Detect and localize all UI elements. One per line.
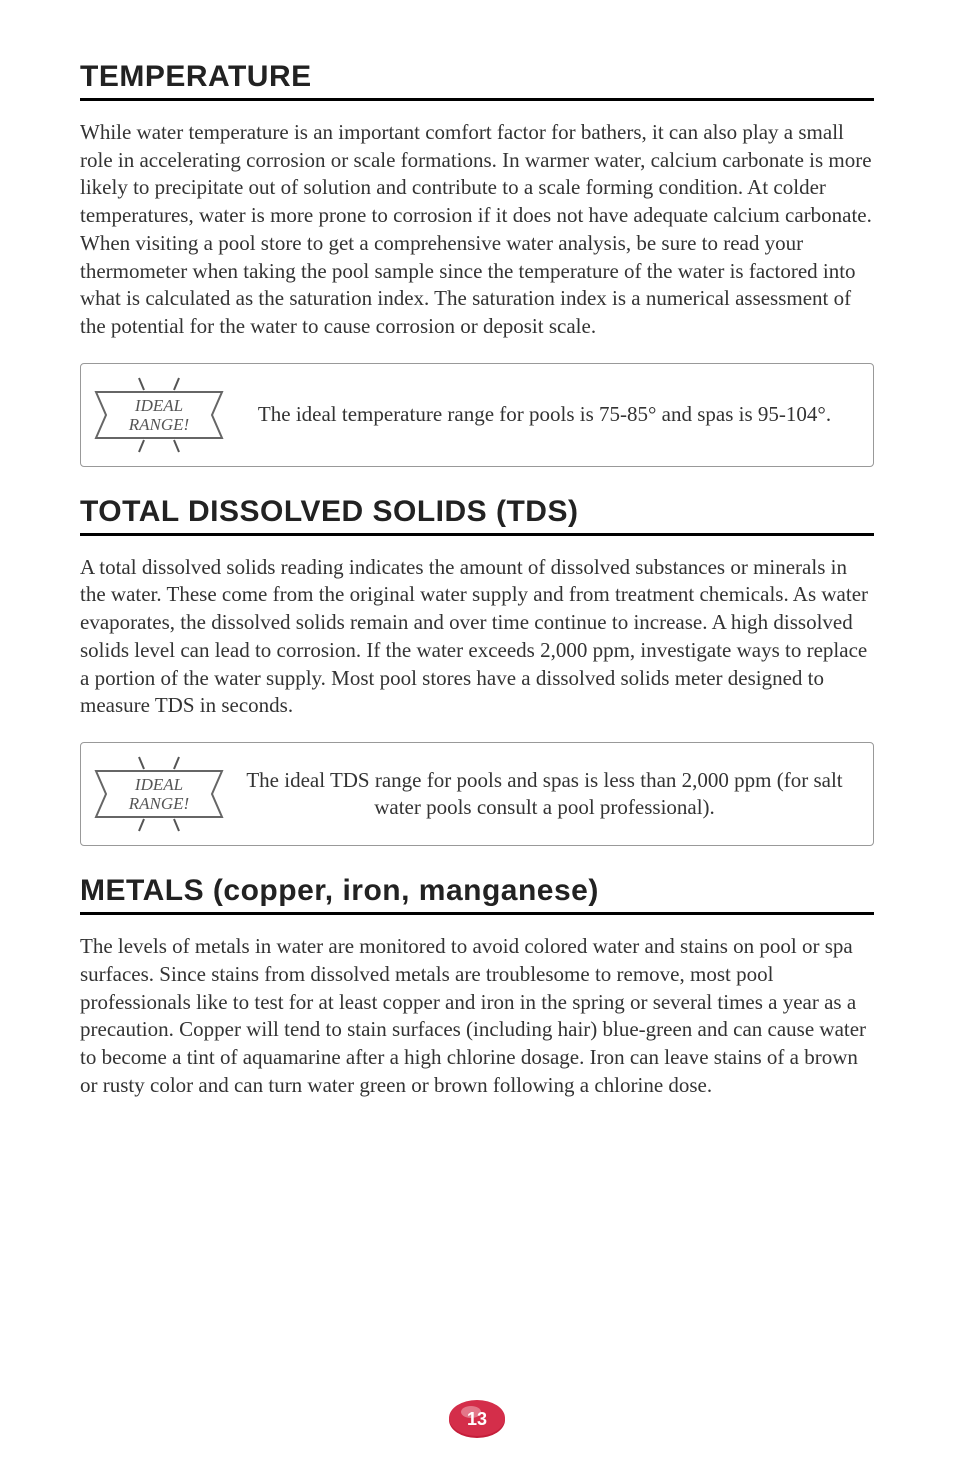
svg-text:RANGE!: RANGE! <box>127 794 188 813</box>
ideal-range-badge-icon: IDEAL RANGE! <box>81 743 236 845</box>
callout-text-tds: The ideal TDS range for pools and spas i… <box>236 757 853 832</box>
page-number-badge: 13 <box>445 1392 509 1445</box>
heading-metals: METALS (copper, iron, manganese) <box>80 874 874 915</box>
heading-tds: TOTAL DISSOLVED SOLIDS (TDS) <box>80 495 874 536</box>
body-temperature: While water temperature is an important … <box>80 119 874 341</box>
ideal-range-badge-icon: IDEAL RANGE! <box>81 364 236 466</box>
svg-text:13: 13 <box>467 1409 487 1429</box>
svg-text:IDEAL: IDEAL <box>133 396 182 415</box>
callout-temperature: IDEAL RANGE! The ideal temperature range… <box>80 363 874 467</box>
svg-text:IDEAL: IDEAL <box>133 775 182 794</box>
body-tds: A total dissolved solids reading indicat… <box>80 554 874 720</box>
body-metals: The levels of metals in water are monito… <box>80 933 874 1099</box>
callout-text-temperature: The ideal temperature range for pools is… <box>236 391 853 438</box>
svg-text:RANGE!: RANGE! <box>127 415 188 434</box>
heading-temperature: TEMPERATURE <box>80 60 874 101</box>
callout-tds: IDEAL RANGE! The ideal TDS range for poo… <box>80 742 874 846</box>
